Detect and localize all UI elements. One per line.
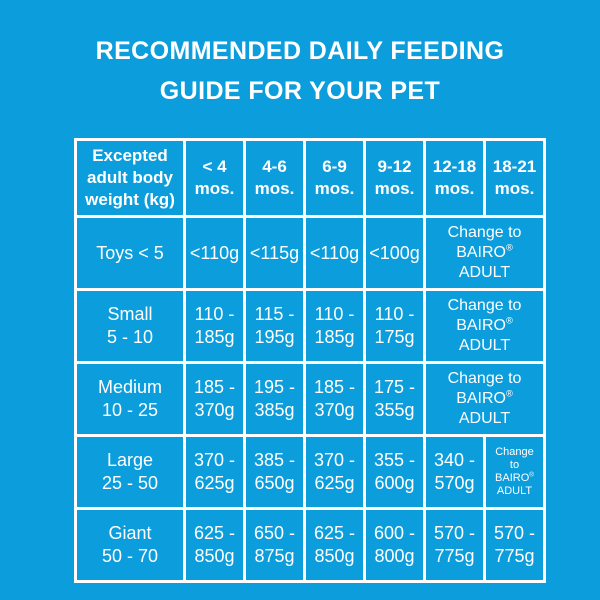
registered-trademark-symbol: ® [529, 471, 534, 479]
value-cell: 600 -800g [363, 507, 426, 583]
table-row: Small 5 - 10 110 -185g 115 -195g 110 -185g 11… [74, 288, 546, 364]
value-cell: 340 -570g [423, 434, 486, 510]
row-label-cell: Giant 50 - 70 [74, 507, 186, 583]
column-header: 18-21 mos. [483, 138, 546, 218]
value-cell: 370 -625g [183, 434, 246, 510]
table-row: Medium 10 - 25 185 -370g 195 -385g 185 -370g… [74, 361, 546, 437]
value-cell: 570 -775g [483, 507, 546, 583]
row-label-cell: Toys < 5 [74, 215, 186, 291]
feeding-guide-table: Excepted adult body weight (kg) < 4 mos. 4-6 m… [74, 138, 546, 583]
value-cell: 185 -370g [183, 361, 246, 437]
registered-trademark-symbol: ® [505, 388, 513, 399]
row-label-cell: Small 5 - 10 [74, 288, 186, 364]
value-cell: <100g [363, 215, 426, 291]
column-header: 6-9 mos. [303, 138, 366, 218]
change-to-adult-cell: Change to BAIRO® ADULT [423, 215, 546, 291]
change-to-adult-cell: Change to BAIRO® ADULT [423, 288, 546, 364]
table-row: Giant 50 - 70 625 -850g 650 -875g 625 -850g 6… [74, 507, 546, 583]
value-cell: 185 -370g [303, 361, 366, 437]
change-to-adult-cell: Change to BAIRO® ADULT [483, 434, 546, 510]
value-cell: <110g [303, 215, 366, 291]
column-header: 4-6 mos. [243, 138, 306, 218]
value-cell: <115g [243, 215, 306, 291]
column-header: 9-12 mos. [363, 138, 426, 218]
column-header: < 4 mos. [183, 138, 246, 218]
value-cell: 650 -875g [243, 507, 306, 583]
value-cell: 370 -625g [303, 434, 366, 510]
value-cell: 110 -185g [303, 288, 366, 364]
page-title: RECOMMENDED DAILY FEEDING GUIDE FOR YOUR… [95, 37, 505, 105]
column-header: Excepted adult body weight (kg) [74, 138, 186, 218]
table-row: Toys < 5 <110g <115g <110g <100g Change to BAI… [74, 215, 546, 291]
registered-trademark-symbol: ® [505, 315, 513, 326]
row-label-cell: Large 25 - 50 [74, 434, 186, 510]
change-to-adult-cell: Change to BAIRO® ADULT [423, 361, 546, 437]
value-cell: 625 -850g [303, 507, 366, 583]
table-row: Large 25 - 50 370 -625g 385 -650g 370 -625g 3… [74, 434, 546, 510]
value-cell: 115 -195g [243, 288, 306, 364]
value-cell: 570 -775g [423, 507, 486, 583]
registered-trademark-symbol: ® [505, 242, 513, 253]
value-cell: 175 -355g [363, 361, 426, 437]
table-header-row: Excepted adult body weight (kg) < 4 mos. 4-6 m… [74, 138, 546, 218]
value-cell: 355 -600g [363, 434, 426, 510]
column-header: 12-18 mos. [423, 138, 486, 218]
value-cell: 110 -175g [363, 288, 426, 364]
value-cell: 625 -850g [183, 507, 246, 583]
value-cell: <110g [183, 215, 246, 291]
value-cell: 385 -650g [243, 434, 306, 510]
value-cell: 110 -185g [183, 288, 246, 364]
row-label-cell: Medium 10 - 25 [74, 361, 186, 437]
value-cell: 195 -385g [243, 361, 306, 437]
